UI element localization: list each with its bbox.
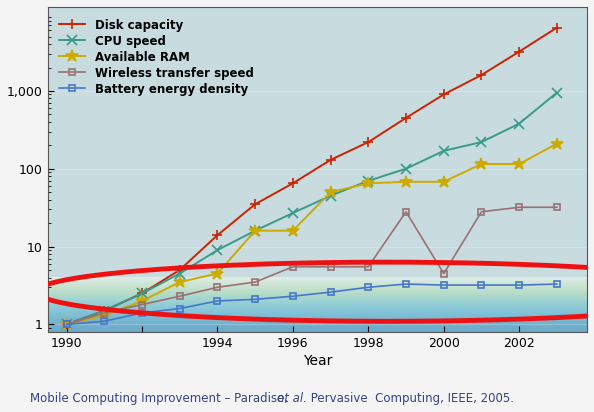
Line: Disk capacity: Disk capacity xyxy=(62,23,562,329)
CPU speed xyxy=(478,140,485,145)
X-axis label: Year: Year xyxy=(303,354,332,368)
Line: Available RAM: Available RAM xyxy=(60,138,563,331)
Wireless transfer speed xyxy=(138,302,146,307)
Available RAM xyxy=(516,162,523,166)
CPU speed xyxy=(289,211,296,215)
CPU speed xyxy=(516,121,523,126)
Disk capacity xyxy=(365,140,372,145)
Line: Battery energy density: Battery energy density xyxy=(63,281,560,328)
CPU speed xyxy=(101,308,108,313)
Disk capacity xyxy=(403,115,410,120)
Battery energy density xyxy=(516,283,523,288)
Disk capacity xyxy=(214,233,221,238)
Wireless transfer speed xyxy=(516,205,523,210)
Wireless transfer speed xyxy=(289,265,296,269)
Wireless transfer speed xyxy=(554,205,561,210)
Disk capacity xyxy=(327,157,334,162)
CPU speed xyxy=(327,193,334,198)
Available RAM xyxy=(327,190,334,194)
Wireless transfer speed xyxy=(214,285,221,290)
Disk capacity xyxy=(138,291,146,296)
Disk capacity xyxy=(478,73,485,77)
Battery energy density xyxy=(101,319,108,324)
CPU speed xyxy=(138,291,146,296)
Wireless transfer speed xyxy=(365,265,372,269)
Disk capacity xyxy=(289,181,296,186)
Disk capacity xyxy=(252,202,259,207)
Disk capacity xyxy=(176,267,184,272)
Legend: Disk capacity, CPU speed, Available RAM, Wireless transfer speed, Battery energy: Disk capacity, CPU speed, Available RAM,… xyxy=(55,14,258,100)
Available RAM xyxy=(252,228,259,233)
CPU speed xyxy=(554,90,561,95)
Battery energy density xyxy=(327,290,334,295)
CPU speed xyxy=(365,178,372,183)
Wireless transfer speed xyxy=(440,271,447,276)
Available RAM xyxy=(214,271,221,276)
CPU speed xyxy=(176,271,184,276)
Available RAM xyxy=(554,141,561,146)
Text: Mobile Computing Improvement – Paradiso,: Mobile Computing Improvement – Paradiso, xyxy=(30,392,292,405)
Battery energy density xyxy=(478,283,485,288)
Available RAM xyxy=(440,179,447,184)
Text: et al.: et al. xyxy=(277,392,307,405)
Disk capacity xyxy=(63,322,70,327)
Available RAM xyxy=(365,181,372,186)
Battery energy density xyxy=(176,306,184,311)
Wireless transfer speed xyxy=(101,311,108,316)
Battery energy density xyxy=(554,281,561,286)
CPU speed xyxy=(252,228,259,233)
Line: Wireless transfer speed: Wireless transfer speed xyxy=(63,204,560,328)
Available RAM xyxy=(63,322,70,327)
Battery energy density xyxy=(365,285,372,290)
Battery energy density xyxy=(289,294,296,299)
Wireless transfer speed xyxy=(176,294,184,299)
Battery energy density xyxy=(138,311,146,316)
Battery energy density xyxy=(63,322,70,327)
CPU speed xyxy=(214,248,221,253)
Disk capacity xyxy=(516,49,523,54)
Wireless transfer speed xyxy=(478,209,485,214)
Battery energy density xyxy=(252,297,259,302)
Available RAM xyxy=(101,313,108,318)
Available RAM xyxy=(403,179,410,184)
Available RAM xyxy=(176,280,184,285)
Disk capacity xyxy=(101,308,108,313)
Available RAM xyxy=(289,228,296,233)
Line: CPU speed: CPU speed xyxy=(62,88,562,329)
Available RAM xyxy=(138,299,146,304)
Wireless transfer speed xyxy=(403,209,410,214)
Disk capacity xyxy=(440,92,447,97)
CPU speed xyxy=(440,148,447,153)
Text: Pervasive  Computing, IEEE, 2005.: Pervasive Computing, IEEE, 2005. xyxy=(307,392,513,405)
Battery energy density xyxy=(214,299,221,304)
Wireless transfer speed xyxy=(327,265,334,269)
Wireless transfer speed xyxy=(63,322,70,327)
Battery energy density xyxy=(440,283,447,288)
CPU speed xyxy=(403,166,410,171)
Available RAM xyxy=(478,162,485,166)
Disk capacity xyxy=(554,25,561,30)
CPU speed xyxy=(63,322,70,327)
Wireless transfer speed xyxy=(252,280,259,285)
Battery energy density xyxy=(403,281,410,286)
